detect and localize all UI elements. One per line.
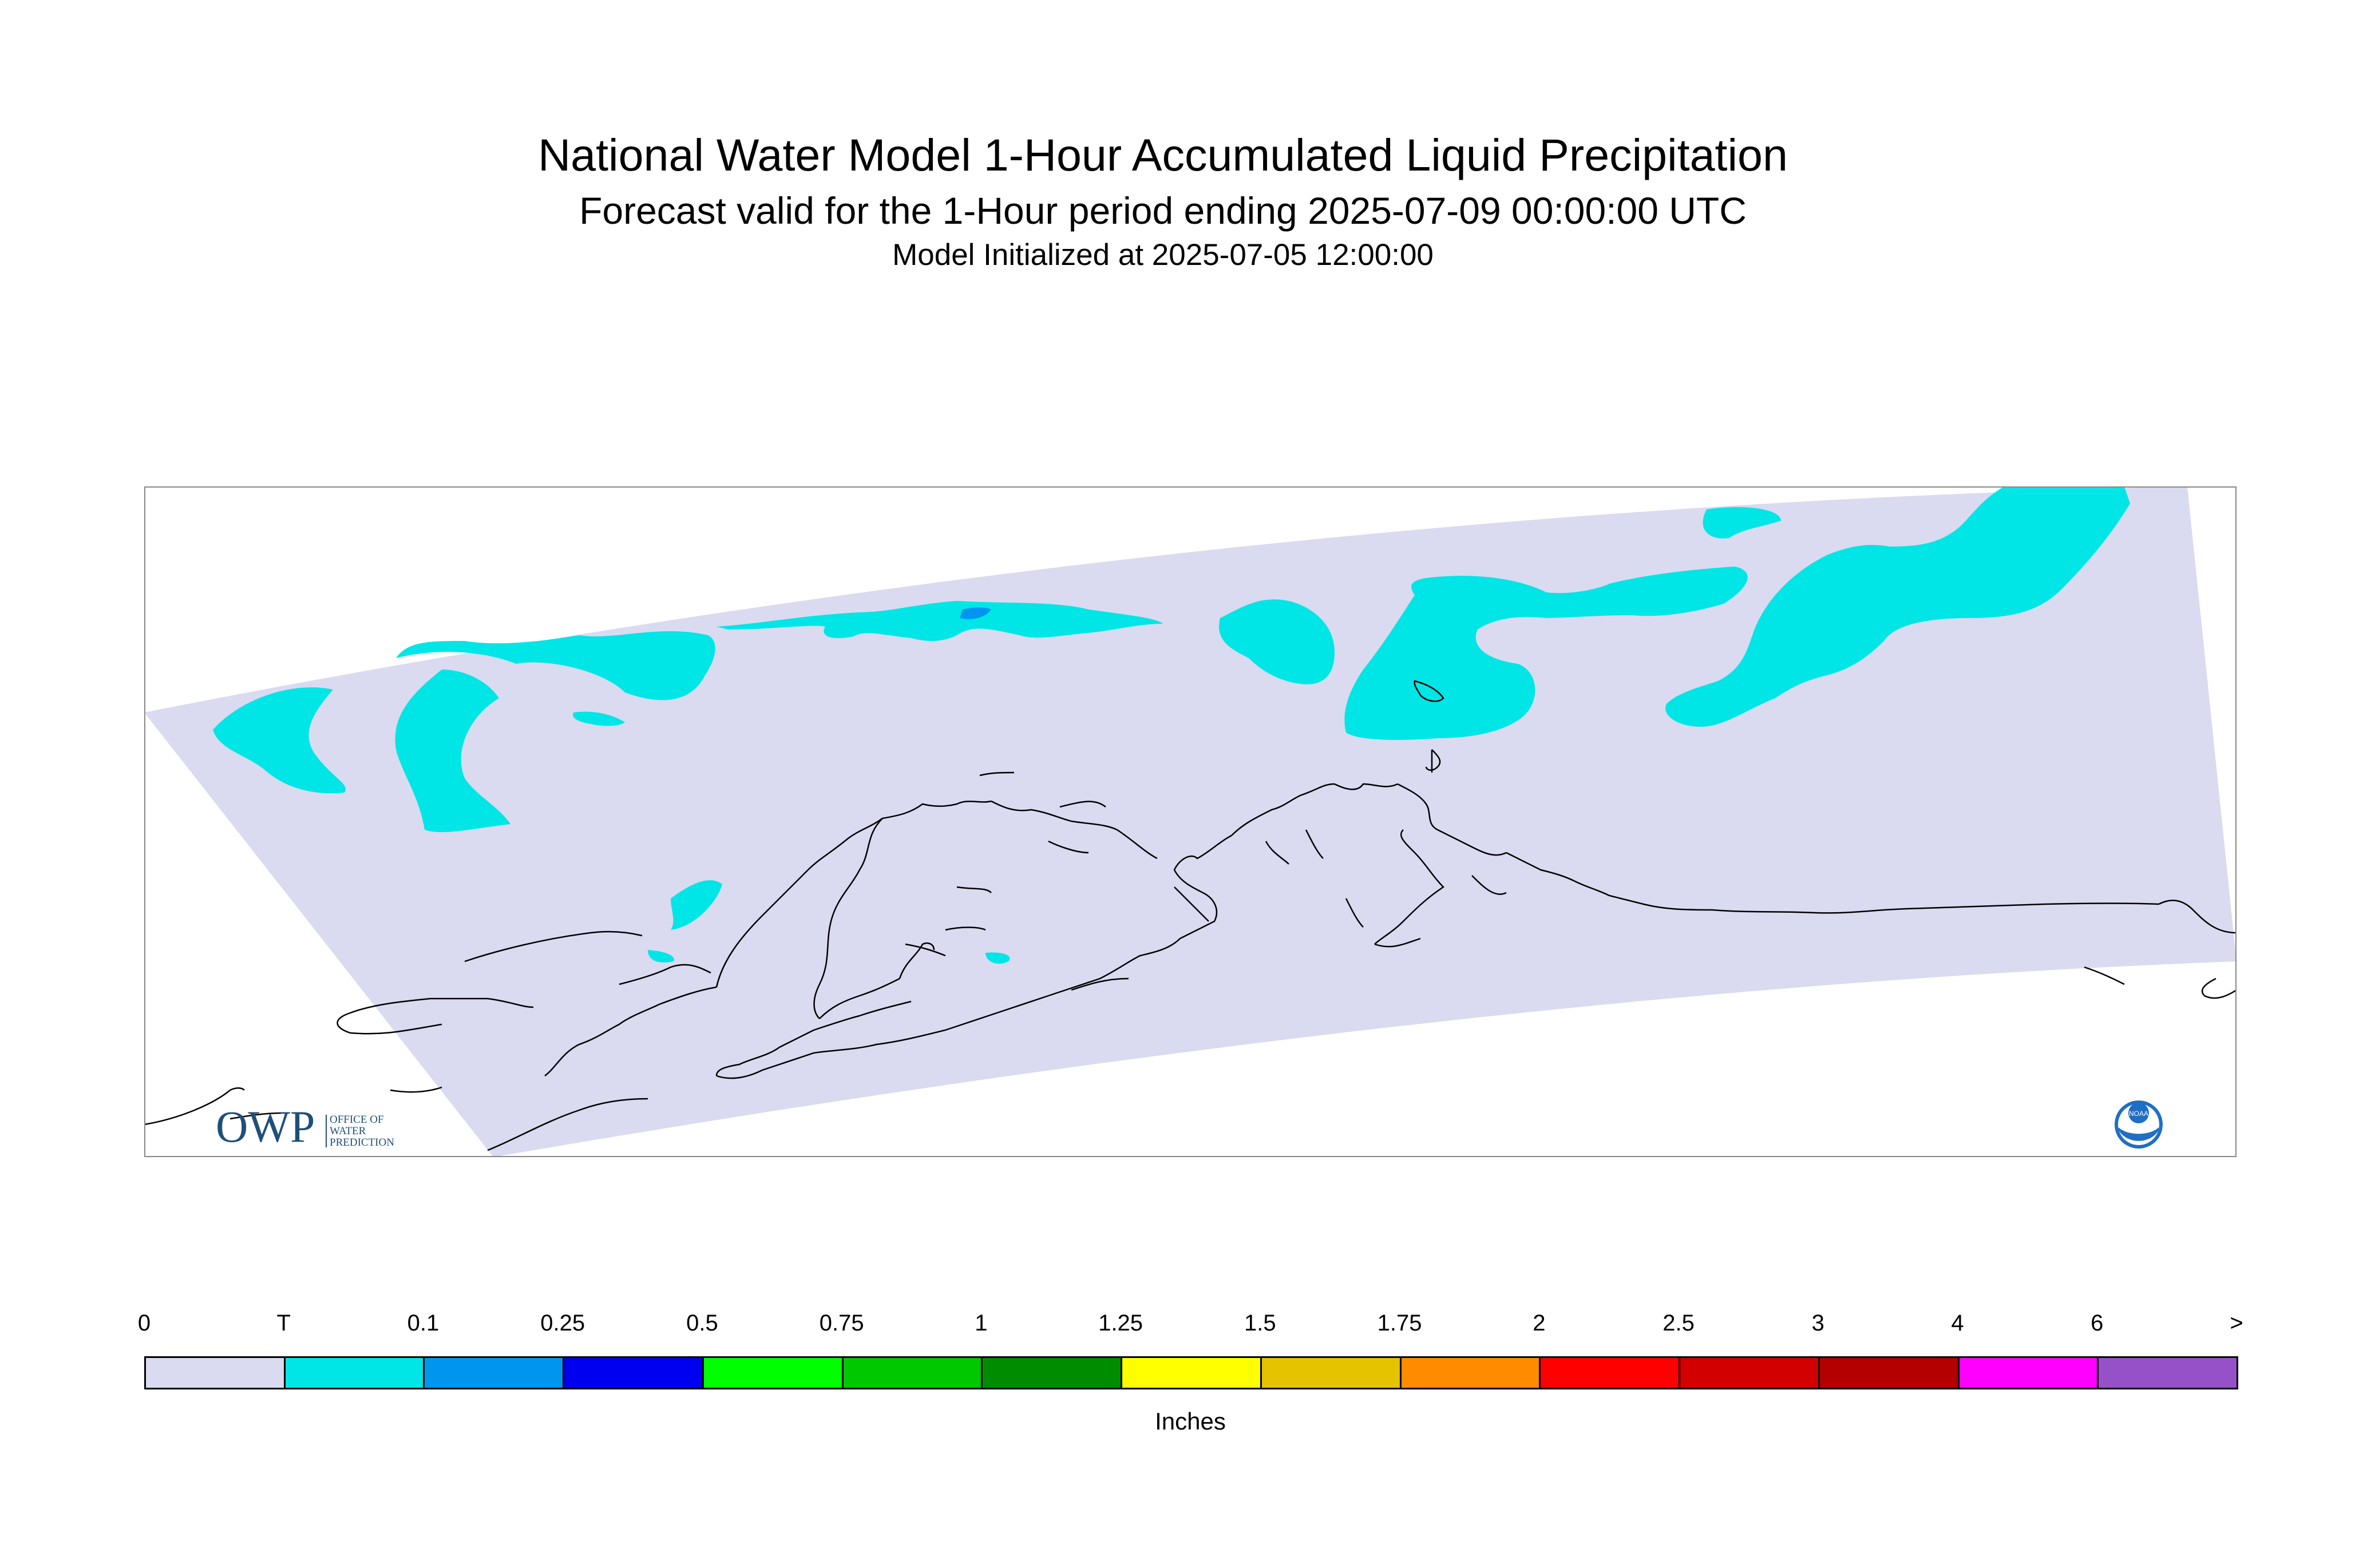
legend-units: Inches [1155,1408,1226,1435]
legend-swatch [1539,1356,1681,1389]
legend-label: > [2230,1310,2243,1336]
legend-swatch [1957,1356,2099,1389]
legend-swatch [1818,1356,1960,1389]
legend-swatch [1260,1356,1402,1389]
coastline [144,680,2237,1151]
map-title: National Water Model 1-Hour Accumulated … [538,129,1788,180]
model-init-text: Model Initialized at 2025-07-05 12:00:00 [892,238,1434,272]
noaa-logo: NOAA [2115,1100,2163,1149]
legend-swatch [1121,1356,1262,1389]
legend-label: 1.25 [1098,1310,1143,1336]
owp-logo-line-1: OFFICE OF [330,1114,384,1126]
legend-swatch [563,1356,704,1389]
owp-logo-mark: OWP [216,1102,315,1151]
precipitation-map: OWP OFFICE OF WATER PREDICTION NOAA [144,486,2237,1157]
legend-label: 0.25 [540,1310,585,1336]
legend-label: 0.1 [407,1310,440,1336]
legend-label: 2 [1533,1310,1546,1336]
trace-precip-areas [213,486,2130,964]
legend-swatch [702,1356,844,1389]
noaa-logo-text: NOAA [2129,1110,2148,1118]
map-subtitle: Forecast valid for the 1-Hour period end… [579,189,1747,232]
legend-swatch [423,1356,565,1389]
legend-swatch [1399,1356,1541,1389]
legend-label: 6 [2091,1310,2104,1336]
legend-swatch [2097,1356,2238,1389]
legend-label: T [276,1310,291,1336]
legend-swatch [144,1356,286,1389]
legend-label: 0.5 [686,1310,718,1336]
legend-swatch [841,1356,983,1389]
legend-label: 0.75 [819,1310,864,1336]
legend-swatch [1679,1356,1820,1389]
owp-logo-line-2: WATER [330,1125,366,1137]
light-precip-area [960,607,991,619]
owp-logo: OWP OFFICE OF WATER PREDICTION [216,1102,394,1151]
legend-label: 0 [137,1310,151,1336]
legend-label: 2.5 [1662,1310,1695,1336]
legend-label: 1 [975,1310,988,1336]
legend-label: 1.5 [1244,1310,1276,1336]
legend-swatch [981,1356,1123,1389]
color-legend: 0 T 0.1 0.25 0.5 0.75 1 1.25 1.5 1.75 2 2.5 3 4 6 > [0,1310,2375,1454]
legend-label: 3 [1811,1310,1824,1336]
map-frame [144,486,2237,1157]
owp-logo-line-3: PREDICTION [330,1137,394,1149]
legend-label: 1.75 [1377,1310,1422,1336]
legend-swatch [283,1356,425,1389]
legend-label: 4 [1951,1310,1964,1336]
